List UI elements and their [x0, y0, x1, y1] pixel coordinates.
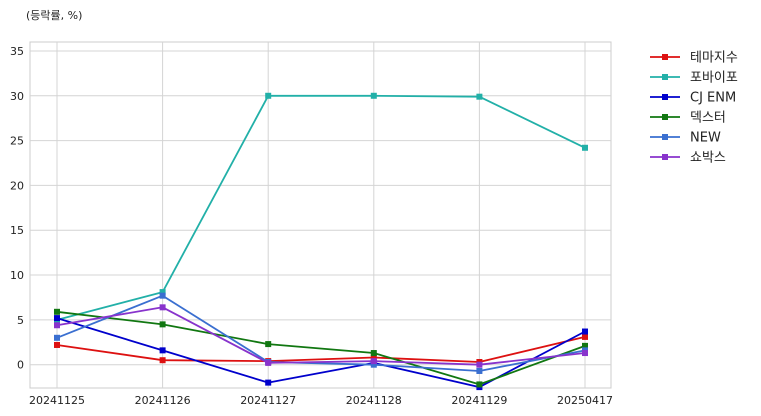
legend-marker — [662, 54, 668, 60]
legend-label: NEW — [690, 131, 721, 146]
data-point — [159, 292, 166, 299]
legend-marker — [662, 94, 668, 100]
data-point — [159, 347, 166, 354]
x-tick-label: 20250417 — [557, 394, 613, 407]
legend-label: 덱스터 — [690, 111, 726, 126]
x-tick-label: 20241126 — [135, 394, 191, 407]
legend-label: 포바이포 — [690, 71, 738, 86]
series-group — [54, 92, 588, 391]
legend-marker — [662, 154, 668, 160]
data-point — [54, 334, 60, 341]
data-point — [370, 361, 377, 368]
y-tick-label: 15 — [10, 224, 24, 237]
data-point — [265, 359, 272, 366]
x-tick-label: 20241128 — [346, 394, 402, 407]
x-tick-label: 20241129 — [451, 394, 507, 407]
legend-marker — [662, 74, 668, 80]
legend-marker — [662, 114, 668, 120]
series-line — [56, 294, 586, 372]
y-tick-label: 0 — [17, 359, 24, 372]
data-point — [582, 333, 588, 340]
legend-marker — [662, 134, 668, 140]
data-point — [370, 358, 377, 365]
data-point — [159, 357, 166, 364]
x-tick-label: 20241127 — [240, 394, 296, 407]
data-point — [54, 341, 60, 348]
data-point — [54, 322, 60, 329]
legend-label: 테마지수 — [690, 51, 738, 66]
data-point — [159, 289, 166, 296]
data-point — [476, 361, 483, 368]
data-point — [54, 315, 60, 322]
plot-area — [29, 41, 612, 389]
data-point — [476, 93, 483, 100]
data-point — [265, 379, 272, 386]
series-line — [56, 94, 586, 321]
data-point — [265, 341, 272, 348]
data-point — [370, 92, 377, 99]
data-point — [370, 350, 377, 357]
y-axis-ticks: 0 5 10 15 20 25 30 35 — [10, 45, 24, 372]
data-point — [582, 144, 588, 151]
data-point — [159, 321, 166, 328]
y-tick-label: 35 — [10, 45, 24, 58]
data-point — [370, 354, 377, 361]
x-tick-label: 20241125 — [29, 394, 85, 407]
data-point — [582, 342, 588, 349]
data-point — [54, 308, 60, 315]
data-point — [476, 367, 483, 374]
series-line — [56, 306, 586, 366]
data-point — [476, 381, 483, 388]
data-point — [582, 350, 588, 357]
data-point — [265, 92, 272, 99]
legend-label: CJ ENM — [690, 91, 736, 106]
x-axis-ticks: 20241125 20241126 20241127 20241128 20241129… — [29, 394, 613, 407]
series-line — [56, 336, 586, 363]
y-tick-label: 30 — [10, 90, 24, 103]
y-tick-label: 20 — [10, 179, 24, 192]
legend-label: 쇼박스 — [690, 151, 726, 166]
y-tick-label: 25 — [10, 135, 24, 148]
series-line — [56, 310, 586, 386]
unit-label: (등락률, %) — [26, 9, 82, 22]
data-point — [159, 304, 166, 311]
y-tick-label: 5 — [17, 314, 24, 327]
y-tick-label: 10 — [10, 269, 24, 282]
data-point — [582, 328, 588, 335]
